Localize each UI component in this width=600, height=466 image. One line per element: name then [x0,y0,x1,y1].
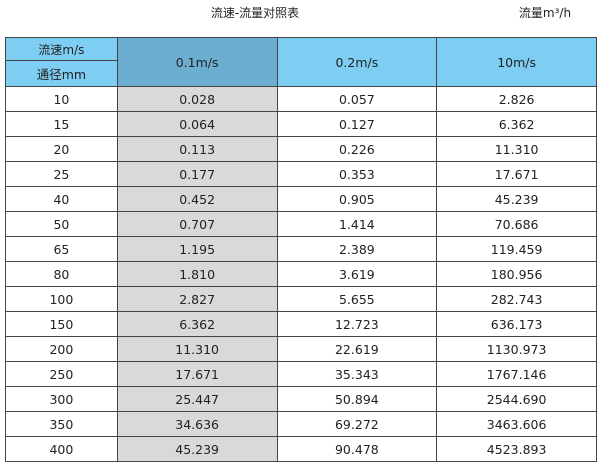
table-row: 25 0.177 0.353 17.671 [5,161,597,187]
flow-cell: 50.894 [276,386,438,412]
table-row: 300 25.447 50.894 2544.690 [5,386,597,412]
flow-cell: 636.173 [436,311,597,337]
flow-cell: 12.723 [276,311,438,337]
diameter-cell: 20 [5,136,118,162]
flow-table: 流速m/s 0.1m/s 0.2m/s 10m/s 通径mm 10 0.028 0.… [5,37,597,462]
table-title: 流速-流量对照表 [210,6,300,20]
diameter-cell: 10 [5,86,118,112]
flow-cell: 35.343 [276,361,438,387]
flow-cell: 2.826 [436,86,597,112]
flow-cell: 5.655 [276,286,438,312]
flow-cell: 282.743 [436,286,597,312]
flow-cell: 3.619 [276,261,438,287]
table-row: 50 0.707 1.414 70.686 [5,211,597,237]
flow-cell: 11.310 [436,136,597,162]
table-row: 200 11.310 22.619 1130.973 [5,336,597,362]
flow-cell: 45.239 [436,186,597,212]
flow-cell: 11.310 [116,336,278,362]
flow-cell: 17.671 [436,161,597,187]
flow-cell: 119.459 [436,236,597,262]
flow-cell: 1130.973 [436,336,597,362]
table-row: 350 34.636 69.272 3463.606 [5,411,597,437]
diameter-cell: 250 [5,361,118,387]
flow-cell: 69.272 [276,411,438,437]
table-row: 150 6.362 12.723 636.173 [5,311,597,337]
flow-cell: 3463.606 [436,411,597,437]
flow-cell: 0.064 [116,111,278,137]
flow-cell: 0.226 [276,136,438,162]
flow-cell: 0.127 [276,111,438,137]
flow-cell: 0.057 [276,86,438,112]
flow-cell: 180.956 [436,261,597,287]
diameter-cell: 15 [5,111,118,137]
diameter-cell: 65 [5,236,118,262]
diameter-cell: 25 [5,161,118,187]
flow-cell: 17.671 [116,361,278,387]
flow-cell: 2.389 [276,236,438,262]
table-row: 65 1.195 2.389 119.459 [5,236,597,262]
flow-cell: 1.195 [116,236,278,262]
column-header: 0.1m/s [116,37,278,87]
diameter-cell: 300 [5,386,118,412]
flow-cell: 0.707 [116,211,278,237]
table-row: 250 17.671 35.343 1767.146 [5,361,597,387]
diameter-header: 通径mm [5,60,118,87]
diameter-cell: 200 [5,336,118,362]
table-row: 100 2.827 5.655 282.743 [5,286,597,312]
table-row: 20 0.113 0.226 11.310 [5,136,597,162]
flow-cell: 0.905 [276,186,438,212]
diameter-cell: 400 [5,436,118,462]
table-row: 400 45.239 90.478 4523.893 [5,436,597,462]
diameter-cell: 100 [5,286,118,312]
flow-cell: 0.177 [116,161,278,187]
diameter-cell: 150 [5,311,118,337]
flow-cell: 0.452 [116,186,278,212]
flow-cell: 2544.690 [436,386,597,412]
unit-label: 流量m³/h [518,6,572,20]
flow-cell: 0.028 [116,86,278,112]
diameter-cell: 40 [5,186,118,212]
flow-cell: 2.827 [116,286,278,312]
table-row: 10 0.028 0.057 2.826 [5,86,597,112]
flow-cell: 90.478 [276,436,438,462]
velocity-header: 流速m/s [5,37,118,61]
diameter-cell: 80 [5,261,118,287]
table-row: 40 0.452 0.905 45.239 [5,186,597,212]
column-header: 10m/s [436,37,597,87]
flow-cell: 1767.146 [436,361,597,387]
column-header: 0.2m/s [276,37,438,87]
flow-cell: 70.686 [436,211,597,237]
flow-cell: 6.362 [116,311,278,337]
flow-cell: 1.414 [276,211,438,237]
diameter-cell: 350 [5,411,118,437]
diameter-cell: 50 [5,211,118,237]
flow-cell: 34.636 [116,411,278,437]
table-row: 15 0.064 0.127 6.362 [5,111,597,137]
flow-cell: 45.239 [116,436,278,462]
flow-cell: 25.447 [116,386,278,412]
flow-cell: 4523.893 [436,436,597,462]
flow-cell: 0.353 [276,161,438,187]
flow-cell: 1.810 [116,261,278,287]
flow-cell: 6.362 [436,111,597,137]
flow-cell: 0.113 [116,136,278,162]
table-row: 80 1.810 3.619 180.956 [5,261,597,287]
flow-cell: 22.619 [276,336,438,362]
